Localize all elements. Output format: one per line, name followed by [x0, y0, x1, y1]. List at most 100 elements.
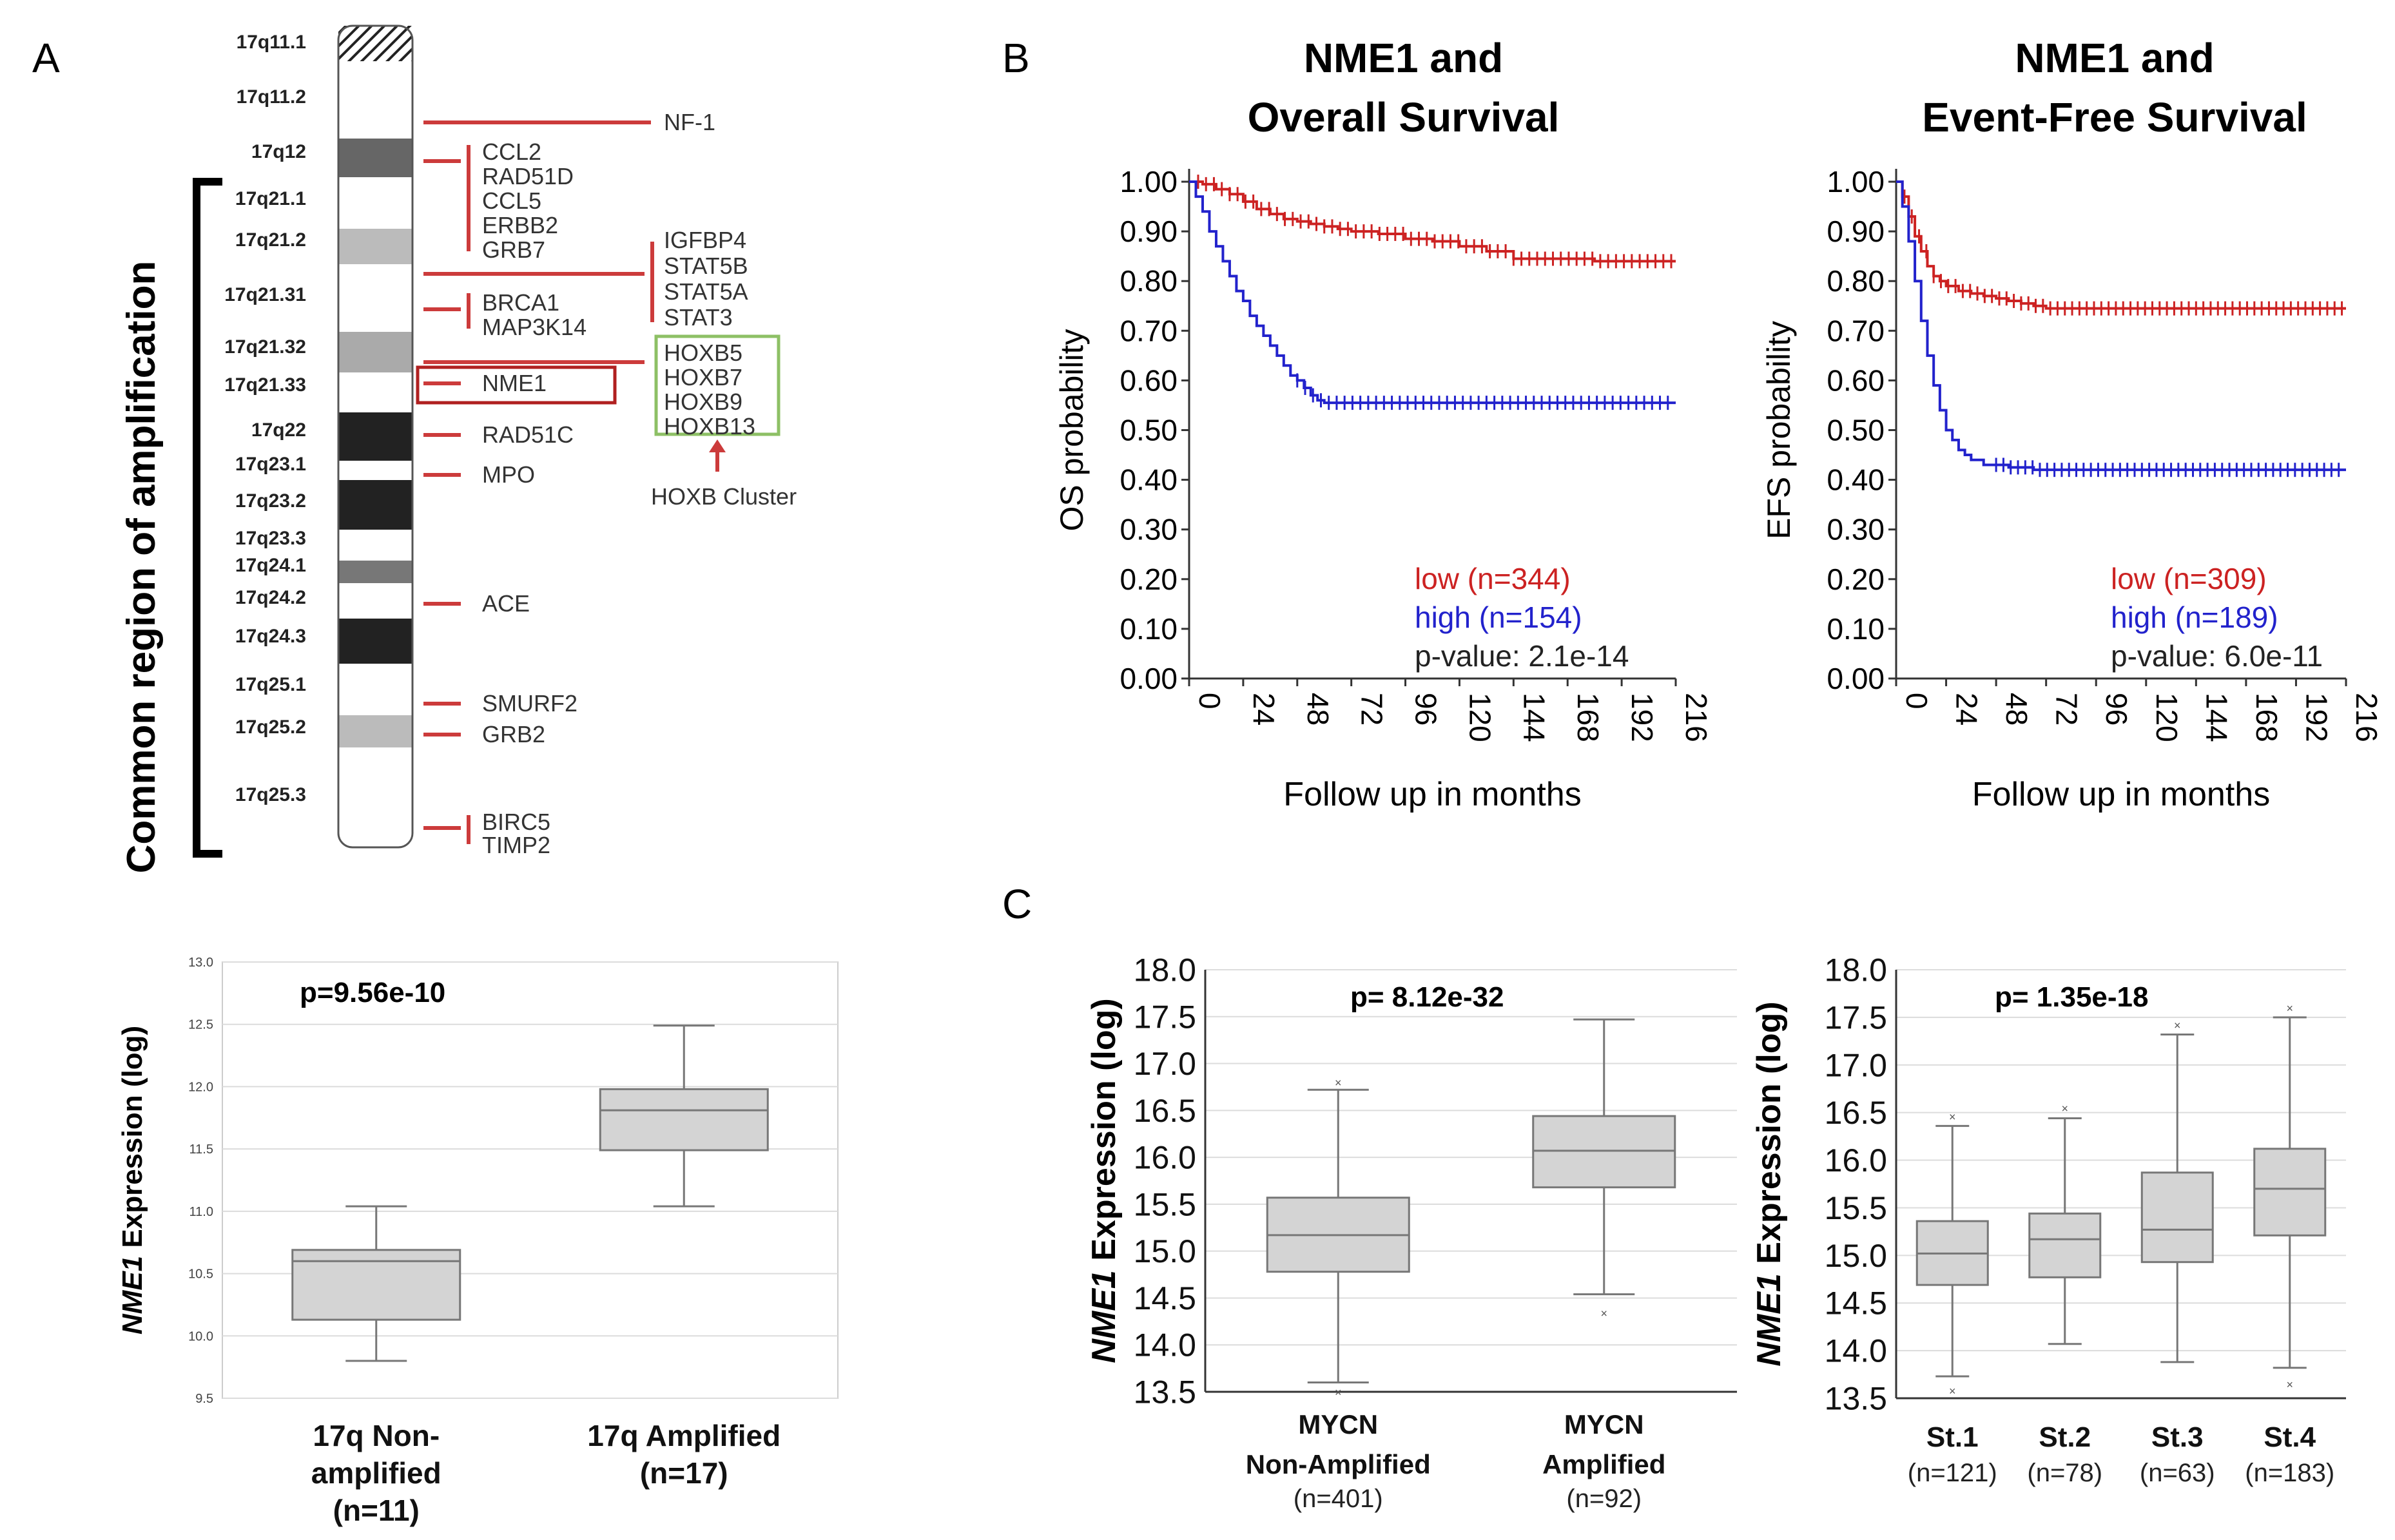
gene-group4: TIMP2 [482, 832, 550, 858]
panel-c-label: C [1002, 881, 1032, 927]
band-label: 17q24.1 [235, 555, 306, 576]
y-tick-label: 14.0 [1825, 1333, 1887, 1369]
y-tick-label: 16.5 [1134, 1093, 1196, 1129]
chart-title: NME1 and [2015, 35, 2214, 81]
chart-a_box: 9.5 10.0 10.5 11.0 11.5 12.0 12.5 13.0 NME1 Expr… [117, 956, 839, 1527]
x-tick-label: 192 [1625, 693, 1659, 742]
x-tick-label: 216 [1680, 693, 1713, 742]
band-17q25.2 [338, 715, 412, 747]
y-tick-label: 0.10 [1827, 612, 1885, 646]
group-label: MYCN [1298, 1409, 1378, 1439]
gene-ace: ACE [482, 590, 530, 617]
gene-group4: BIRC5 [482, 809, 550, 835]
outlier-mark: × [2174, 1019, 2181, 1032]
y-tick-label: 0.50 [1120, 414, 1178, 447]
group-label: (n=11) [333, 1494, 420, 1527]
y-axis-label: NME1 Expression (log) [117, 1026, 148, 1334]
band-label: 17q25.1 [235, 674, 306, 695]
band-17q12 [338, 139, 412, 177]
gene-group2: STAT3 [664, 304, 733, 331]
legend-entry: high (n=154) [1415, 601, 1582, 634]
x-tick-label: 24 [1247, 693, 1281, 726]
hoxb-arrow-head [709, 439, 726, 452]
group-label: St.2 [2039, 1421, 2091, 1453]
outlier-mark: × [1949, 1385, 1956, 1398]
outlier-mark: × [1949, 1111, 1956, 1124]
y-tick-label: 0.20 [1120, 563, 1178, 596]
x-tick-label: 144 [2200, 693, 2233, 742]
x-tick-label: 216 [2350, 693, 2383, 742]
group-label: St.1 [1926, 1421, 1979, 1453]
y-tick-label: 16.0 [1134, 1140, 1196, 1176]
y-axis-label-gene: NME1 [117, 1256, 148, 1334]
y-tick-label: 9.5 [195, 1392, 213, 1406]
band-label: 17q23.2 [235, 490, 306, 512]
group-label: St.3 [2151, 1421, 2204, 1453]
charts-layer: 9.5 10.0 10.5 11.0 11.5 12.0 12.5 13.0 NME1 Expr… [117, 35, 2383, 1527]
outlier-mark: × [2061, 1102, 2068, 1115]
x-tick-label: 120 [2150, 693, 2184, 742]
y-tick-label: 14.5 [1134, 1280, 1196, 1316]
y-tick-label: 0.90 [1120, 215, 1178, 248]
y-axis-label-gene: NME1 [1085, 1270, 1123, 1363]
chart-efs_km: NME1 and Event-Free Survival 0.00 0.10 0.20 0… [1761, 35, 2383, 813]
gene-group2: STAT5B [664, 253, 748, 279]
y-tick-label: 0.20 [1827, 563, 1885, 596]
y-axis-label-rest: Expression (log) [117, 1026, 148, 1256]
gene-hoxb: HOXB13 [664, 413, 755, 439]
y-tick-label: 0.40 [1120, 463, 1178, 497]
chromosome-ideogram: 17q11.1 17q11.2 17q12 17q21.1 17q21.2 17q21.3… [224, 24, 414, 849]
y-tick-label: 0.90 [1827, 215, 1885, 248]
y-tick-label: 10.0 [188, 1329, 213, 1343]
legend-entry: p-value: 2.1e-14 [1415, 639, 1629, 673]
y-axis-label: EFS probability [1761, 321, 1797, 539]
y-tick-label: 0.50 [1827, 414, 1885, 447]
y-tick-label: 13.0 [188, 956, 213, 970]
band-label: 17q21.32 [224, 336, 306, 358]
band-17q23.2 [338, 480, 412, 530]
y-tick-label: 0.10 [1120, 612, 1178, 646]
nme1-highlight-box [416, 365, 617, 405]
chart-c_mycn_box: 13.5 14.0 14.5 15.0 15.5 16.0 16.5 17.0 17.5 18.0… [1085, 952, 1737, 1513]
band-label: 17q23.3 [235, 528, 306, 549]
x-tick-label: 192 [2300, 693, 2333, 742]
gene-smurf2: SMURF2 [482, 690, 577, 717]
band-label: 17q22 [251, 419, 306, 441]
y-axis-label-rest: Expression (log) [1750, 1001, 1788, 1273]
gene-group1: CCL5 [482, 188, 541, 214]
x-tick-label: 144 [1517, 693, 1551, 742]
group-n-label: (n=78) [2027, 1459, 2102, 1487]
gene-hoxb: HOXB9 [664, 389, 742, 415]
panel-a-label: A [32, 35, 60, 81]
km-curve [1189, 180, 1676, 263]
y-tick-label: 0.70 [1827, 314, 1885, 347]
gene-grb2: GRB2 [482, 721, 545, 747]
chromosome-outline [337, 24, 414, 849]
group-label: (n=17) [640, 1456, 728, 1490]
y-tick-label: 12.5 [188, 1018, 213, 1032]
x-tick-label: 96 [1410, 693, 1443, 726]
y-tick-label: 11.0 [189, 1205, 213, 1219]
y-tick-label: 12.0 [188, 1080, 213, 1094]
band-label: 17q21.1 [235, 188, 306, 209]
box-iqr [2140, 1171, 2214, 1264]
outlier-mark: × [1335, 1386, 1342, 1399]
group-label: 17q Non- [313, 1419, 440, 1452]
y-tick-label: 0.00 [1827, 662, 1885, 695]
y-tick-label: 0.70 [1120, 314, 1178, 347]
group-n-label: (n=183) [2245, 1459, 2334, 1487]
y-tick-label: 18.0 [1825, 952, 1887, 988]
group-label: 17q Amplified [587, 1419, 781, 1452]
y-axis-label: OS probability [1054, 329, 1090, 531]
amplification-bracket [193, 178, 222, 858]
y-axis-label-rest: Expression (log) [1085, 998, 1123, 1270]
y-tick-label: 17.5 [1134, 999, 1196, 1035]
gene-mpo: MPO [482, 461, 535, 488]
gene-group2: STAT5A [664, 278, 748, 305]
gene-nf1: NF-1 [664, 109, 715, 135]
gene-group2: IGFBP4 [664, 227, 746, 253]
km-curve [1189, 180, 1676, 405]
chart-title: Event-Free Survival [1922, 94, 2307, 140]
p-value-label: p= 1.35e-18 [1995, 981, 2149, 1013]
panel-b-label: B [1002, 35, 1030, 81]
